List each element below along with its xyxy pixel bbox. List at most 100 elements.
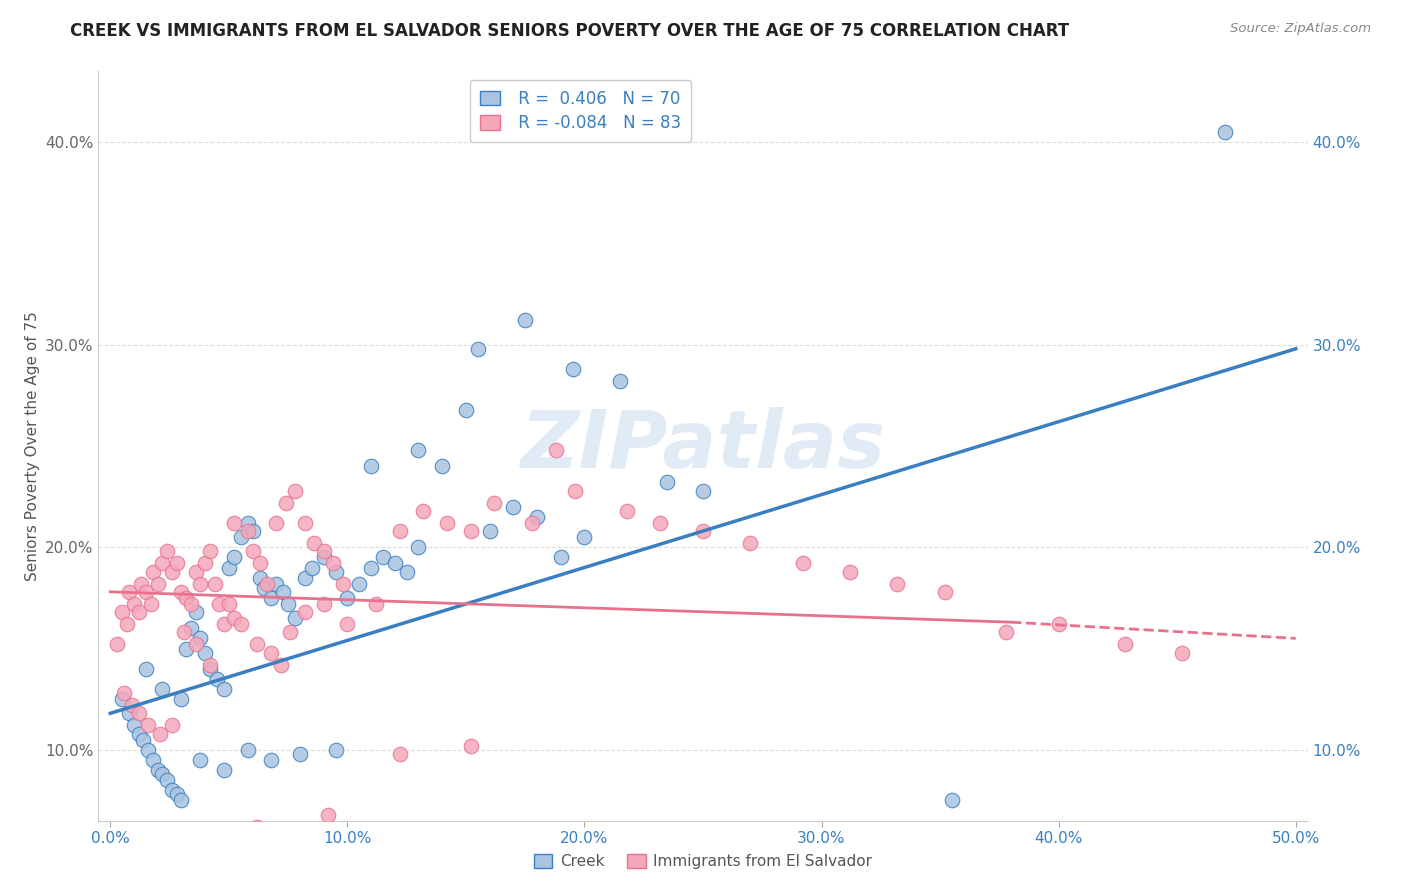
Point <box>236 516 259 530</box>
Point <box>236 524 259 538</box>
Point <box>336 617 359 632</box>
Point <box>550 550 572 565</box>
Point <box>515 313 537 327</box>
Point <box>139 597 162 611</box>
Point <box>1213 125 1236 139</box>
Point <box>152 681 174 696</box>
Point <box>149 726 172 740</box>
Point <box>650 516 672 530</box>
Point <box>260 753 283 767</box>
Point <box>388 524 411 538</box>
Point <box>436 516 458 530</box>
Point <box>246 820 269 834</box>
Point <box>212 763 235 777</box>
Point <box>609 374 631 388</box>
Point <box>146 576 169 591</box>
Point <box>270 657 292 672</box>
Point <box>522 516 544 530</box>
Point <box>312 597 335 611</box>
Point <box>502 500 524 514</box>
Point <box>174 591 197 605</box>
Point <box>122 597 145 611</box>
Point <box>198 662 221 676</box>
Text: Source: ZipAtlas.com: Source: ZipAtlas.com <box>1230 22 1371 36</box>
Point <box>264 576 287 591</box>
Point <box>347 576 370 591</box>
Point <box>242 544 264 558</box>
Point <box>222 550 245 565</box>
Point <box>160 783 183 797</box>
Point <box>205 672 228 686</box>
Point <box>111 692 134 706</box>
Point <box>128 605 150 619</box>
Point <box>460 739 482 753</box>
Point <box>160 565 183 579</box>
Point <box>284 611 307 625</box>
Point <box>284 483 307 498</box>
Text: ZIPatlas: ZIPatlas <box>520 407 886 485</box>
Point <box>222 611 245 625</box>
Point <box>122 718 145 732</box>
Point <box>135 662 157 676</box>
Point <box>280 625 302 640</box>
Point <box>886 576 908 591</box>
Point <box>432 459 454 474</box>
Point <box>460 524 482 538</box>
Point <box>242 524 264 538</box>
Point <box>692 483 714 498</box>
Point <box>180 621 202 635</box>
Point <box>170 828 193 842</box>
Point <box>152 767 174 781</box>
Point <box>198 544 221 558</box>
Point <box>152 557 174 571</box>
Point <box>190 632 212 646</box>
Point <box>118 706 141 721</box>
Point <box>204 576 226 591</box>
Point <box>128 726 150 740</box>
Point <box>166 557 188 571</box>
Point <box>384 557 406 571</box>
Point <box>180 597 202 611</box>
Point <box>260 646 283 660</box>
Point <box>136 743 159 757</box>
Point <box>839 565 862 579</box>
Point <box>1114 637 1136 651</box>
Point <box>170 793 193 807</box>
Point <box>212 617 235 632</box>
Point <box>118 584 141 599</box>
Point <box>301 560 323 574</box>
Point <box>173 625 195 640</box>
Point <box>184 565 207 579</box>
Point <box>294 605 316 619</box>
Point <box>190 576 212 591</box>
Point <box>105 637 128 651</box>
Point <box>364 597 387 611</box>
Point <box>128 706 150 721</box>
Point <box>184 605 207 619</box>
Point <box>312 544 335 558</box>
Point <box>190 753 212 767</box>
Point <box>170 584 193 599</box>
Point <box>288 747 311 761</box>
Point <box>198 657 221 672</box>
Point <box>273 584 295 599</box>
Point <box>156 773 179 788</box>
Point <box>332 576 354 591</box>
Point <box>1171 646 1194 660</box>
Point <box>792 557 814 571</box>
Point <box>325 565 347 579</box>
Point <box>249 571 271 585</box>
Point <box>526 509 548 524</box>
Y-axis label: Seniors Poverty Over the Age of 75: Seniors Poverty Over the Age of 75 <box>24 311 39 581</box>
Point <box>277 597 299 611</box>
Point <box>657 475 679 490</box>
Point <box>454 402 477 417</box>
Point <box>995 625 1018 640</box>
Point <box>692 524 714 538</box>
Point <box>253 581 276 595</box>
Point <box>160 718 183 732</box>
Point <box>564 483 586 498</box>
Point <box>412 504 434 518</box>
Point <box>302 536 325 550</box>
Point <box>114 686 136 700</box>
